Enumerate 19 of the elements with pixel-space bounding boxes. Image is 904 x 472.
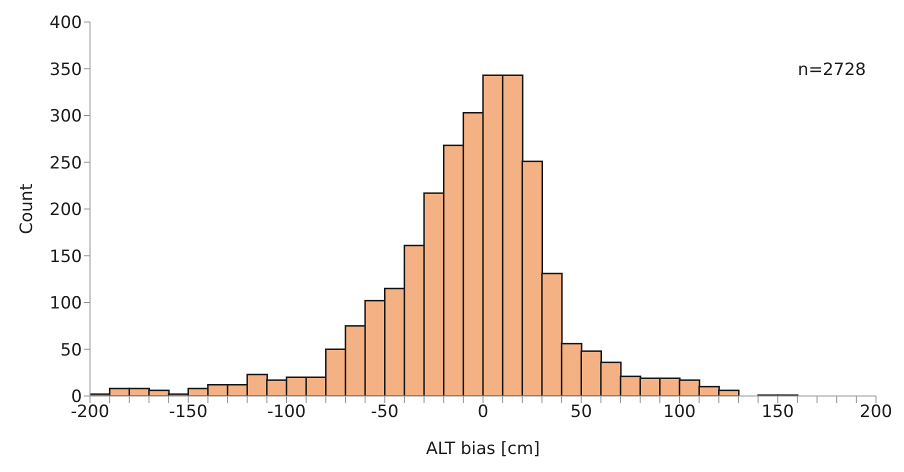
- y-axis-title: Count: [17, 183, 38, 234]
- x-tick-label: 150: [762, 402, 794, 422]
- x-tick-label: 0: [478, 402, 488, 422]
- x-tick-label: -150: [168, 402, 208, 422]
- y-tick-label: 300: [50, 106, 82, 127]
- x-tick-label: -100: [267, 402, 306, 422]
- y-tick-label: 200: [50, 200, 82, 220]
- y-tick-label: 250: [50, 153, 82, 174]
- x-tick-label: 50: [570, 402, 592, 422]
- y-tick-label: 100: [50, 294, 82, 314]
- x-tick-label: 200: [860, 402, 892, 422]
- x-tick-label: 100: [663, 402, 696, 422]
- annotation: n=2728: [798, 60, 866, 80]
- x-tick-label: -50: [370, 402, 399, 422]
- y-tick-label: 150: [50, 246, 82, 267]
- y-tick-label: 400: [50, 13, 82, 34]
- x-axis-title: ALT bias [cm]: [426, 439, 540, 459]
- y-tick-label: 350: [50, 60, 82, 80]
- y-tick-label: 50: [60, 340, 82, 360]
